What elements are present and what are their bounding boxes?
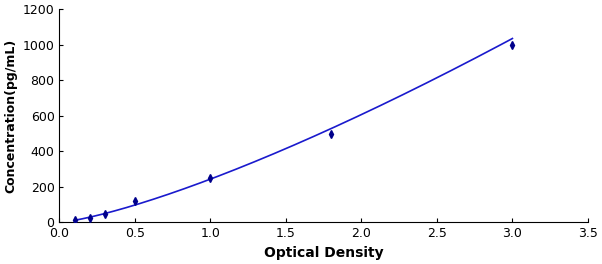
Y-axis label: Concentration(pg/mL): Concentration(pg/mL) bbox=[4, 39, 17, 193]
X-axis label: Optical Density: Optical Density bbox=[264, 246, 383, 260]
